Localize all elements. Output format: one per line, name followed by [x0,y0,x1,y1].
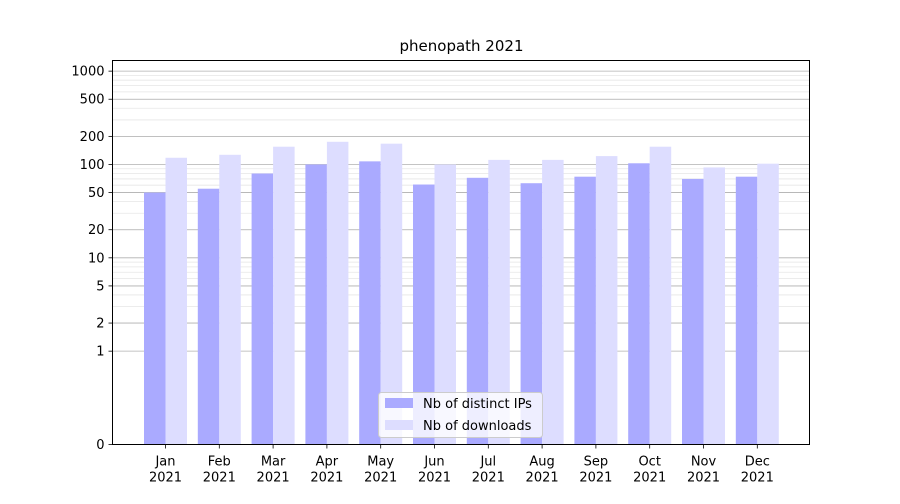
x-axis: Jan2021Feb2021Mar2021Apr2021May2021Jun20… [149,444,774,486]
x-tick-label-year: 2021 [472,471,505,486]
y-tick-label: 500 [80,93,105,108]
x-tick-label-month: Jan [154,455,175,470]
y-axis: 0 1 2 5 10 20 50 100 200 500 1000 [71,65,113,453]
bar-downloads-mar [273,146,295,445]
bar-downloads-may [380,143,403,445]
x-tick-label-year: 2021 [257,471,290,486]
y-tick-label: 10 [88,251,105,266]
x-tick-label-month: Feb [208,455,231,470]
y-tick-label: 5 [96,279,104,294]
x-tick-label-year: 2021 [149,471,182,486]
y-tick-label: 20 [88,223,105,238]
x-tick-label-month: Mar [261,455,286,470]
y-tick-label: 50 [88,186,105,201]
bar-distinct-ips-jun [413,184,435,445]
legend-label-downloads: Nb of downloads [423,419,532,434]
bar-distinct-ips-jan [144,192,166,445]
x-tick-label-year: 2021 [687,471,720,486]
bar-downloads-sep [595,156,618,445]
bar-downloads-aug [542,159,564,445]
bar-distinct-ips-mar [251,173,274,445]
bar-distinct-ips-may [359,161,381,445]
bar-distinct-ips-nov [682,178,704,445]
bar-downloads-feb [219,154,241,445]
x-tick-label-month: Sep [584,455,609,470]
y-tick-label: 2 [96,317,104,332]
y-tick-label: 200 [80,130,105,145]
bar-distinct-ips-oct [628,163,650,445]
legend-swatch-downloads [385,420,413,430]
x-tick-label-year: 2021 [364,471,397,486]
x-tick-label-year: 2021 [579,471,612,486]
bar-distinct-ips-feb [197,188,220,445]
bar-distinct-ips-jul [466,177,489,445]
bar-downloads-nov [703,167,725,445]
bar-downloads-dec [757,163,779,445]
x-tick-label-month: Apr [316,455,339,470]
x-tick-label-year: 2021 [203,471,236,486]
legend: Nb of distinct IPs Nb of downloads [378,392,543,438]
x-tick-label-year: 2021 [526,471,559,486]
bar-distinct-ips-aug [520,183,543,445]
bar-downloads-oct [649,146,672,445]
bar-distinct-ips-apr [305,164,327,445]
plot-frame [112,60,810,445]
bar-downloads-apr [326,141,349,445]
bar-distinct-ips-sep [574,176,596,445]
legend-frame [378,392,543,438]
legend-swatch-distinct-ips [385,398,413,408]
bar-downloads-jul [488,159,510,445]
x-tick-label-month: Nov [691,455,717,470]
x-tick-label-year: 2021 [310,471,343,486]
x-tick-label-month: Jul [479,455,496,470]
bar-distinct-ips-dec [735,176,758,445]
y-tick-label: 100 [80,158,105,173]
x-tick-label-month: Dec [745,455,770,470]
chart-title: phenopath 2021 [400,37,524,55]
y-tick-label: 0 [96,438,104,453]
bar-downloads-jan [165,157,187,445]
x-tick-label-year: 2021 [418,471,451,486]
bars [144,141,779,445]
bar-downloads-jun [434,164,456,445]
x-tick-label-month: Aug [529,455,554,470]
x-tick-label-month: Jun [423,455,444,470]
y-tick-label: 1000 [71,65,104,80]
y-tick-label: 1 [96,345,104,360]
x-tick-label-month: Oct [638,455,660,470]
x-tick-label-year: 2021 [633,471,666,486]
x-tick-label-year: 2021 [741,471,774,486]
x-tick-label-month: May [367,455,394,470]
legend-label-distinct-ips: Nb of distinct IPs [423,397,532,412]
